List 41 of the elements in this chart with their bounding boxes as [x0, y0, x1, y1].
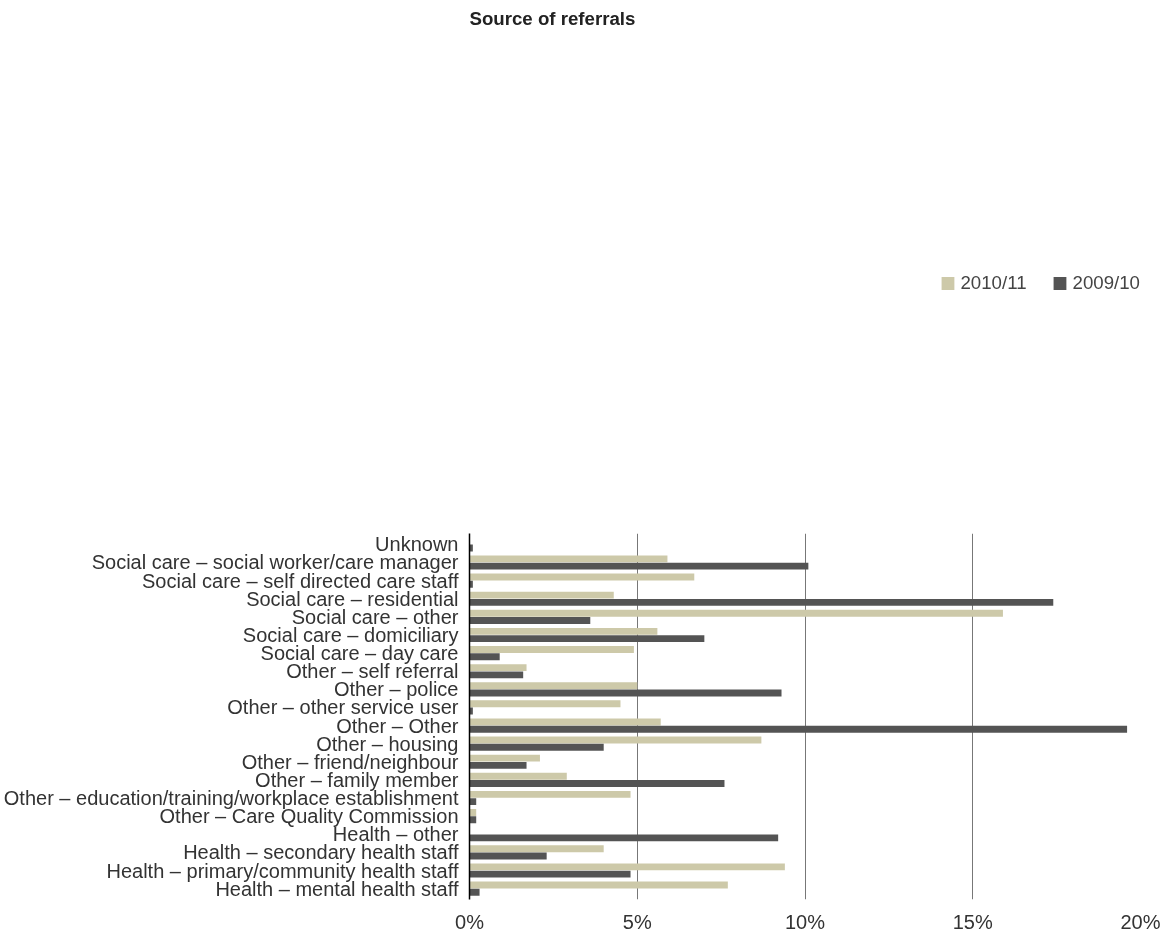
bar	[469, 816, 477, 824]
bar	[469, 761, 527, 769]
bar	[469, 609, 1003, 617]
x-tick-label: 5%	[622, 910, 652, 933]
bar	[469, 671, 524, 679]
bar	[469, 707, 473, 715]
bar	[469, 580, 473, 588]
bar	[469, 772, 567, 780]
bar	[469, 635, 705, 643]
bar	[469, 780, 725, 787]
bar	[469, 700, 621, 708]
bar	[469, 555, 668, 563]
bar	[469, 646, 634, 653]
x-tick-label: 15%	[952, 910, 993, 933]
bar	[469, 834, 779, 842]
x-tick-label: 20%	[1120, 910, 1161, 933]
bar	[469, 562, 809, 570]
y-tick-label: Health – secondary health staff	[183, 841, 459, 864]
bar	[469, 845, 604, 853]
legend-label: 2009/10	[1072, 272, 1140, 294]
legend-label: 2010/11	[960, 272, 1027, 294]
bar	[469, 798, 477, 806]
x-tick-label: 0%	[455, 910, 485, 933]
bar	[469, 870, 631, 878]
chart-title: Source of referrals	[469, 7, 636, 29]
bar	[469, 718, 661, 726]
x-tick-label: 10%	[784, 910, 826, 933]
bar	[469, 863, 785, 871]
bar	[469, 888, 480, 896]
bar	[469, 617, 591, 624]
bar	[469, 790, 631, 798]
bar	[469, 809, 477, 816]
bar	[469, 725, 1128, 733]
bar	[469, 754, 540, 762]
bar	[469, 591, 614, 599]
bar	[469, 664, 527, 672]
bar	[469, 653, 500, 661]
bar	[469, 743, 604, 751]
bar	[469, 627, 658, 635]
bar	[469, 598, 1054, 606]
bar	[469, 682, 638, 690]
